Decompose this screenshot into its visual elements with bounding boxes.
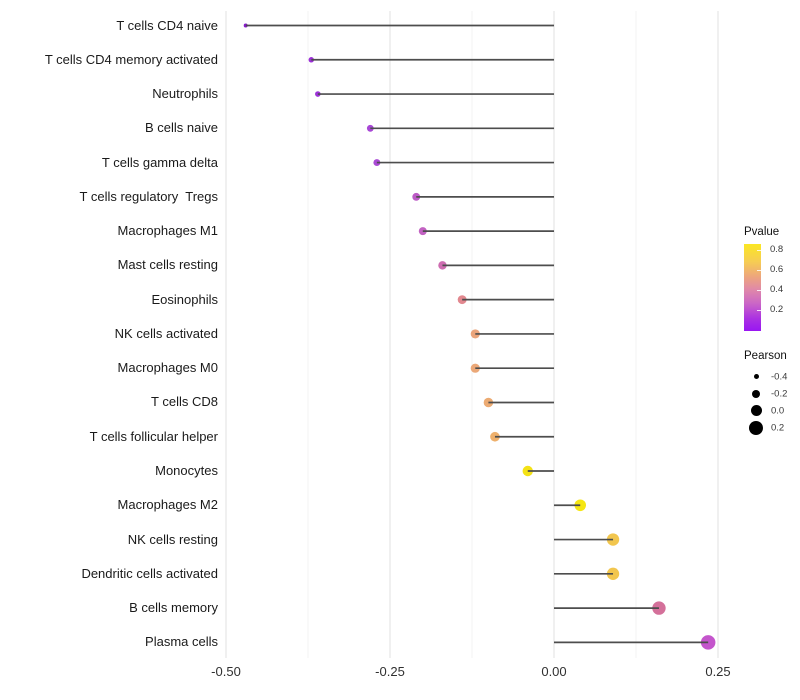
x-tick-label: 0.00 — [541, 664, 567, 679]
pearson-legend-item: -0.2 — [744, 385, 800, 402]
pearson-size-legend: Pearson -0.4 -0.2 0.0 0.2 — [744, 350, 800, 436]
pearson-legend-label: -0.2 — [771, 388, 788, 399]
pvalue-color-legend: Pvalue 0.8 0.6 0.4 0.2 — [744, 226, 800, 331]
category-label: Eosinophils — [151, 291, 219, 307]
category-label: Macrophages M1 — [117, 223, 218, 239]
x-tick-label: -0.25 — [375, 664, 405, 679]
pearson-legend-dot — [749, 420, 763, 435]
pvalue-tick-mark — [757, 269, 761, 271]
pvalue-tick-label: 0.8 — [770, 244, 784, 255]
pvalue-tick-label: 0.6 — [770, 264, 784, 276]
pvalue-tick-label: 0.2 — [770, 304, 784, 316]
pearson-legend-label: 0.0 — [771, 405, 785, 416]
category-label: Dendritic cells activated — [81, 565, 218, 581]
pvalue-tick-label: 0.4 — [770, 284, 784, 296]
category-label: Monocytes — [155, 463, 218, 478]
pearson-legend-item: -0.4 — [744, 368, 800, 385]
category-label: Macrophages M0 — [117, 360, 218, 376]
pearson-legend-label: 0.2 — [771, 422, 785, 433]
x-tick-label: 0.25 — [705, 664, 731, 679]
category-label: T cells CD8 — [151, 394, 218, 410]
pvalue-legend-title: Pvalue — [744, 226, 780, 238]
pvalue-tick-mark — [757, 289, 761, 291]
category-label: T cells CD4 naive — [116, 17, 218, 33]
pvalue-tick-mark — [757, 309, 761, 311]
lollipop-dot — [457, 295, 467, 305]
category-label: Neutrophils — [152, 86, 218, 102]
pearson-legend-item: 0.2 — [744, 419, 800, 436]
x-tick-label: -0.50 — [211, 664, 241, 679]
pvalue-gradient-bar: 0.8 0.6 0.4 0.2 — [744, 244, 783, 331]
category-label: Macrophages M2 — [117, 497, 218, 513]
category-label: NK cells activated — [114, 325, 218, 341]
category-label: NK cells resting — [127, 531, 218, 547]
pvalue-tick-mark — [757, 249, 761, 251]
pearson-legend-label: -0.4 — [771, 371, 788, 382]
category-label: B cells naive — [145, 120, 218, 136]
category-label: B cells memory — [129, 600, 218, 616]
category-label: T cells gamma delta — [101, 154, 218, 170]
category-label: T cells CD4 memory activated — [44, 51, 218, 67]
pearson-legend-dot — [750, 405, 762, 416]
pearson-legend-dot — [753, 374, 759, 379]
pearson-legend-items: -0.4 -0.2 0.0 0.2 — [744, 368, 800, 436]
category-label: Plasma cells — [145, 634, 218, 650]
category-label: T cells regulatory Tregs — [79, 188, 218, 204]
pearson-legend-item: 0.0 — [744, 402, 800, 419]
pearson-legend-title: Pearson — [744, 350, 787, 362]
lollipop-dot — [490, 431, 500, 442]
category-label: Mast cells resting — [117, 257, 218, 273]
pearson-legend-dot — [752, 389, 760, 398]
category-label: T cells follicular helper — [89, 428, 218, 444]
